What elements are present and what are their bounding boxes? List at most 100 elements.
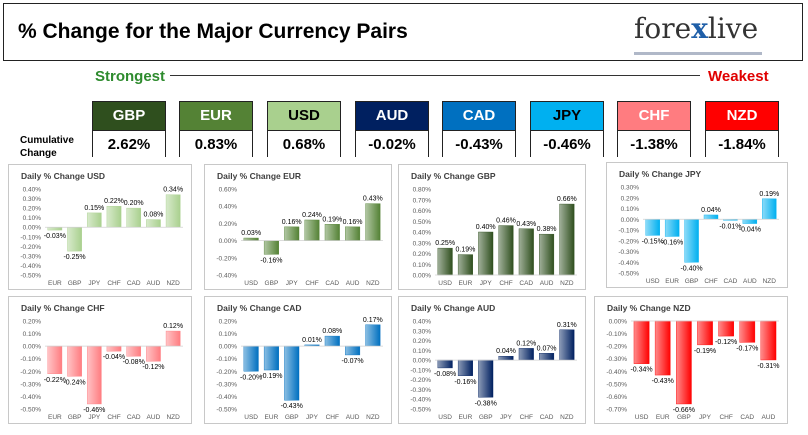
data-label: -0.24% xyxy=(63,379,85,386)
chart-title: Daily % Change EUR xyxy=(217,171,301,181)
data-label: -0.03% xyxy=(44,233,66,240)
chart-panel-3: Daily % Change GBP 0.00% 0.10% 0.20% 0.30% 0.… xyxy=(398,164,586,290)
x-tick-label: CHF xyxy=(107,414,120,421)
y-tick-label: -0.70% xyxy=(606,407,627,414)
data-label: -0.08% xyxy=(123,359,145,366)
bar xyxy=(284,345,300,401)
data-label: 0.12% xyxy=(516,340,536,347)
chart-panel-7: Daily % Change AUD -0.50% -0.40% -0.30% -0.2… xyxy=(398,296,586,424)
y-tick-label: -0.40% xyxy=(20,394,41,401)
bar xyxy=(498,356,514,361)
y-tick-label: 0.00% xyxy=(23,344,42,351)
bar xyxy=(365,324,381,347)
x-tick-label: EUR xyxy=(459,414,473,421)
x-tick-label: GBP xyxy=(285,414,299,421)
y-tick-label: 0.00% xyxy=(413,273,432,280)
pair-cumulative-value: -1.84% xyxy=(706,130,778,157)
strongest-label: Strongest xyxy=(95,68,166,85)
pair-name: EUR xyxy=(180,102,252,130)
data-label: -0.40% xyxy=(680,265,702,272)
x-tick-label: CHF xyxy=(107,280,120,287)
chart-svg: Daily % Change AUD -0.50% -0.40% -0.30% -0.2… xyxy=(410,303,577,421)
bar xyxy=(324,224,340,241)
y-tick-label: -0.50% xyxy=(606,381,627,388)
bar xyxy=(47,227,63,231)
x-tick-label: AUD xyxy=(147,414,161,421)
x-tick-label: CHF xyxy=(305,280,318,287)
pair-cumulative-value: -0.46% xyxy=(531,130,603,157)
y-tick-label: 0.60% xyxy=(413,208,432,215)
x-tick-label: AUD xyxy=(346,280,360,287)
bar xyxy=(106,206,122,228)
data-label: 0.22% xyxy=(104,198,124,205)
x-tick-label: CHF xyxy=(719,414,732,421)
y-tick-label: -0.20% xyxy=(216,255,237,262)
data-label: 0.20% xyxy=(124,200,144,207)
bar xyxy=(126,207,142,228)
bar xyxy=(478,231,494,276)
x-tick-label: NZD xyxy=(366,280,380,287)
y-tick-label: -0.40% xyxy=(606,369,627,376)
y-tick-label: 0.10% xyxy=(621,206,640,213)
chart-panel-1: Daily % Change USD -0.50% -0.40% -0.30% -0.2… xyxy=(8,164,192,290)
y-tick-label: 0.30% xyxy=(23,196,42,203)
cumulative-change-label: Cumulative Change xyxy=(20,134,74,160)
y-tick-label: 0.20% xyxy=(621,195,640,202)
y-tick-label: 0.30% xyxy=(621,185,640,192)
bar xyxy=(345,345,361,356)
y-tick-label: -0.20% xyxy=(20,369,41,376)
x-tick-label: NZD xyxy=(560,280,574,287)
x-tick-label: USD xyxy=(646,278,660,285)
data-label: -0.08% xyxy=(434,371,456,378)
y-tick-label: 0.40% xyxy=(23,187,42,194)
bar xyxy=(457,359,473,376)
y-tick-label: 0.20% xyxy=(413,338,432,345)
pair-cumulative-value: -1.38% xyxy=(618,130,690,157)
pair-box-usd: USD 0.68% xyxy=(267,101,341,157)
pair-box-jpy: JPY -0.46% xyxy=(530,101,604,157)
chart-svg: Daily % Change USD -0.50% -0.40% -0.30% -0.2… xyxy=(20,171,183,287)
x-tick-label: GBP xyxy=(68,280,82,287)
data-label: -0.04% xyxy=(739,227,761,234)
y-tick-label: -0.30% xyxy=(20,381,41,388)
data-label: 0.19% xyxy=(455,247,475,254)
data-label: -0.16% xyxy=(454,379,476,386)
chart-svg: Daily % Change CHF-0.50%-0.40%-0.30%-0.2… xyxy=(20,303,183,421)
y-tick-label: 0.10% xyxy=(413,348,432,355)
bar xyxy=(518,228,534,276)
y-tick-label: 0.30% xyxy=(413,328,432,335)
data-label: 0.15% xyxy=(84,205,104,212)
pair-name: NZD xyxy=(706,102,778,130)
data-label: 0.03% xyxy=(241,230,261,237)
y-tick-label: 0.40% xyxy=(413,319,432,326)
data-label: 0.04% xyxy=(701,207,721,214)
bar xyxy=(263,240,279,255)
data-label: 0.25% xyxy=(435,240,455,247)
data-label: 0.46% xyxy=(496,218,516,225)
data-label: 0.40% xyxy=(476,224,496,231)
x-tick-label: EUR xyxy=(265,414,279,421)
data-label: 0.16% xyxy=(343,219,363,226)
chart-title: Daily % Change JPY xyxy=(619,169,702,179)
y-tick-label: 0.80% xyxy=(413,187,432,194)
bar xyxy=(684,219,699,263)
y-tick-label: 0.20% xyxy=(219,221,238,228)
bar xyxy=(324,335,340,347)
x-tick-label: CHF xyxy=(499,280,512,287)
x-tick-label: USD xyxy=(244,414,258,421)
x-tick-label: AUD xyxy=(762,414,776,421)
pair-name: USD xyxy=(268,102,340,130)
y-tick-label: -0.30% xyxy=(410,387,431,394)
bar xyxy=(703,214,719,220)
y-tick-label: 0.30% xyxy=(413,240,432,247)
x-tick-label: JPY xyxy=(480,280,493,287)
y-tick-label: -0.60% xyxy=(606,394,627,401)
pair-name: GBP xyxy=(93,102,165,130)
chart-panel-2: Daily % Change EUR -0.40% -0.20% 0.00% 0.20%… xyxy=(204,164,392,290)
chart-title: Daily % Change AUD xyxy=(411,303,495,313)
chart-panel-4: Daily % Change JPY -0.50% -0.40% -0.30% -0.2… xyxy=(606,162,788,288)
data-label: -0.12% xyxy=(142,364,164,371)
x-tick-label: USD xyxy=(438,280,452,287)
bar xyxy=(243,237,259,241)
bar xyxy=(559,329,575,361)
